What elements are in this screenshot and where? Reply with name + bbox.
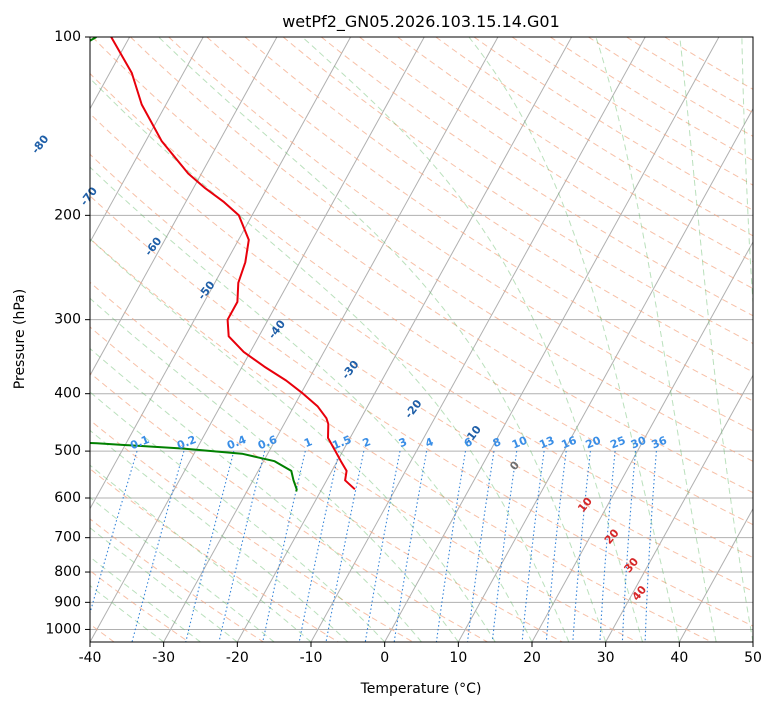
x-tick-label: 0 [380,650,389,666]
x-tick-label: -40 [79,650,102,666]
y-tick-label: 800 [54,564,81,580]
y-tick-label: 500 [54,443,81,459]
y-tick-label: 200 [54,207,81,223]
x-tick-label: -10 [300,650,323,666]
y-tick-label: 900 [54,594,81,610]
y-tick-label: 400 [54,386,81,402]
y-tick-label: 300 [54,312,81,328]
x-axis-label: Temperature (°C) [360,681,482,697]
x-tick-label: 20 [523,650,541,666]
x-tick-label: -20 [226,650,249,666]
y-axis-label: Pressure (hPa) [12,289,28,389]
x-tick-label: 50 [744,650,762,666]
x-tick-label: 10 [449,650,467,666]
y-tick-label: 700 [54,530,81,546]
chart-title: wetPf2_GN05.2026.103.15.14.G01 [282,12,560,32]
x-tick-label: 30 [597,650,615,666]
y-tick-label: 100 [54,29,81,45]
y-tick-label: 600 [54,490,81,506]
x-tick-label: -30 [152,650,175,666]
x-tick-label: 40 [670,650,688,666]
y-tick-label: 1000 [45,621,81,637]
